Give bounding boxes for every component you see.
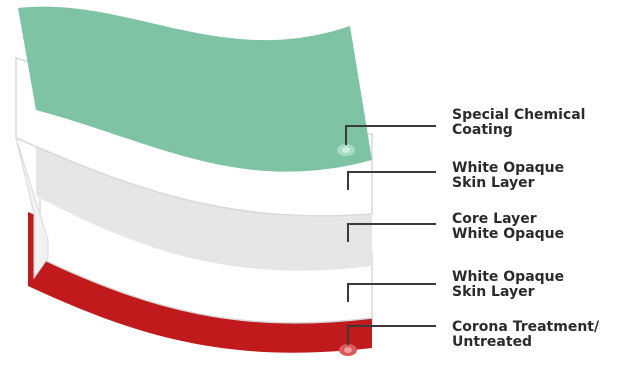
label-corona-line1: Corona Treatment/ xyxy=(452,319,600,335)
label-core-line1: Core Layer xyxy=(452,211,537,227)
label-corona: Corona Treatment/ Untreated xyxy=(452,320,599,350)
leader-skin-bottom xyxy=(347,283,436,302)
label-skin-bottom: White Opaque Skin Layer xyxy=(452,270,564,300)
leader-lines xyxy=(345,125,436,345)
label-corona-line2: Untreated xyxy=(452,334,533,350)
corona-marker-core xyxy=(344,347,352,353)
leader-core xyxy=(347,223,436,242)
label-coating: Special Chemical Coating xyxy=(452,108,586,138)
label-skin-bottom-line2: Skin Layer xyxy=(452,284,535,300)
leader-coating xyxy=(345,125,436,145)
left-edge xyxy=(15,137,49,280)
label-core-line2: White Opaque xyxy=(452,226,565,242)
coating-layer xyxy=(18,6,372,172)
label-coating-line2: Coating xyxy=(452,122,513,138)
label-core: Core Layer White Opaque xyxy=(452,212,564,242)
label-skin-top-line1: White Opaque xyxy=(452,160,565,176)
leader-skin-top xyxy=(347,171,436,190)
leader-corona xyxy=(347,325,436,345)
label-coating-line1: Special Chemical xyxy=(452,107,586,123)
label-skin-top-line2: Skin Layer xyxy=(452,175,535,191)
coating-marker-core xyxy=(342,147,350,153)
label-skin-bottom-line1: White Opaque xyxy=(452,269,565,285)
label-skin-top: White Opaque Skin Layer xyxy=(452,161,564,191)
